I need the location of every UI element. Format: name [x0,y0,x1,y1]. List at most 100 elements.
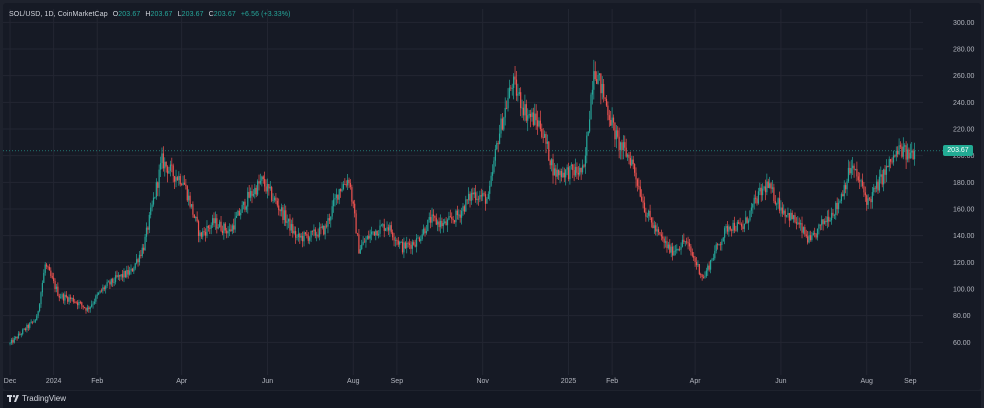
candle [822,219,824,231]
candle [656,223,658,237]
candle [189,191,191,209]
candle [126,265,128,279]
candle [275,193,277,205]
candle [438,217,440,232]
candle [823,218,826,225]
candle [383,218,385,238]
candle [439,214,442,234]
candle [331,200,333,220]
candle [75,300,77,304]
time-axis[interactable]: Dec 2024 Feb Apr Jun Aug Sep Nov 2025 Feb Apr Jun Au… [4,378,917,385]
candle [31,321,34,325]
candle [683,233,685,245]
candle [756,196,758,206]
candle [340,188,342,198]
candle [278,198,280,216]
candle [846,178,848,196]
candle [230,224,232,232]
candle [314,227,316,239]
candle [657,226,660,236]
candle [219,219,221,228]
candle [228,223,231,237]
candle [845,182,847,194]
candle [469,191,471,208]
candle [687,236,689,250]
candle [337,194,339,204]
candle [257,179,259,197]
candlestick-chart[interactable]: 60.00 80.00 100.00 120.00 140.00 160.00 180.00… [3,3,981,390]
candle [608,109,610,127]
candle [476,191,478,205]
chart-pane[interactable]: 60.00 80.00 100.00 120.00 140.00 160.00 180.00… [3,3,981,390]
price-tick-label: 260.00 [953,73,975,80]
candle [318,222,321,241]
candle [652,217,654,229]
candle [203,227,205,236]
candle [369,229,371,244]
candle [487,191,489,200]
candle [610,111,612,127]
candle [659,231,661,236]
candle [792,214,795,223]
candle [99,290,101,294]
candle [477,195,480,206]
candle [16,336,18,341]
candle [517,83,519,102]
tradingview-brand[interactable]: TradingView [7,394,66,403]
candle [204,228,207,242]
candle [532,107,534,127]
candle [113,277,115,287]
candle [787,207,789,218]
candle [297,227,300,242]
grid-lines [3,9,923,375]
candle [553,162,556,176]
candle [377,229,380,239]
close-value: 203.67 [213,11,236,18]
candle [261,175,263,187]
candle [38,302,41,313]
change-value: +6.56 (+3.33%) [240,11,291,18]
candle [27,323,29,331]
candle [437,219,439,232]
candle [591,81,594,105]
candle [91,300,93,308]
candle [65,291,67,299]
high-value: 203.67 [150,11,173,18]
candle [525,99,527,123]
candle [520,87,522,117]
time-tick-label: 2025 [561,378,577,385]
candle [486,197,488,204]
candle [147,226,149,235]
candle [10,338,13,345]
candle [231,223,233,235]
candle [404,241,406,250]
candle [612,114,615,131]
candle [902,137,904,160]
candle [728,224,730,237]
candle [518,88,520,96]
candle [898,138,900,155]
candle [60,293,62,299]
candle [96,292,98,299]
candle [157,181,159,197]
candle [178,171,180,186]
candle [852,156,854,175]
candle [913,142,916,166]
price-axis[interactable]: 60.00 80.00 100.00 120.00 140.00 160.00 180.00… [953,20,975,347]
price-tick-label: 140.00 [953,233,975,240]
candle [285,205,287,227]
candle [53,272,55,284]
candle [72,295,74,304]
candle [15,336,17,340]
price-tick-label: 60.00 [953,340,971,347]
candle [12,337,14,345]
candle [770,181,772,194]
symbol-title[interactable]: SOL/USD, 1D, CoinMarketCap [9,11,108,18]
candle [417,235,419,239]
candle [566,164,568,176]
candle [881,170,883,188]
candle [493,156,495,174]
candle [17,331,20,339]
candle [373,231,375,237]
candle [241,200,243,213]
